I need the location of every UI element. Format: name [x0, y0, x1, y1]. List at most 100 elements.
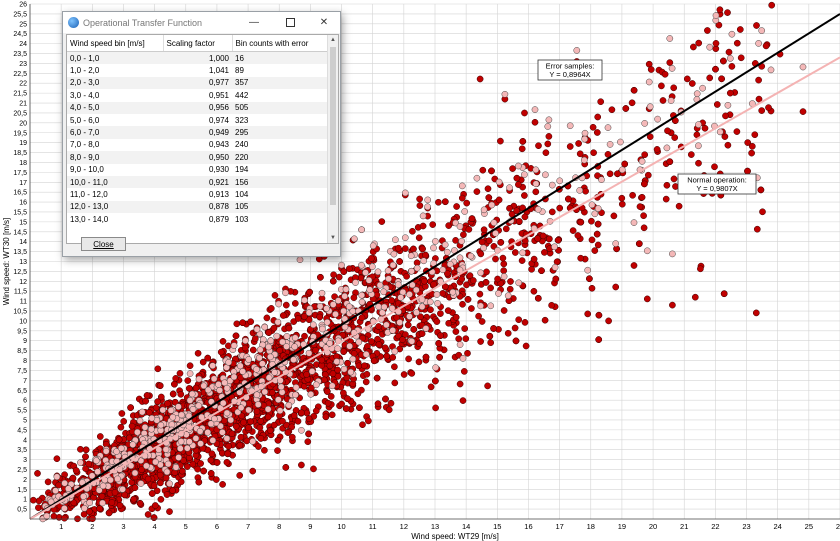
table-row[interactable]: 8,0 - 9,0 0,950 220	[67, 151, 329, 164]
data-point	[458, 237, 465, 245]
data-point	[638, 158, 646, 165]
data-point	[461, 208, 469, 215]
data-point	[539, 232, 547, 240]
data-point	[291, 343, 299, 351]
table-cell-bin: 4,0 - 5,0	[67, 101, 163, 114]
data-point	[456, 223, 464, 230]
data-point	[545, 235, 553, 243]
data-point	[183, 444, 191, 452]
table-row[interactable]: 7,0 - 8,0 0,943 240	[67, 138, 329, 152]
data-point	[666, 35, 674, 42]
data-point	[263, 314, 271, 322]
data-point	[464, 296, 472, 303]
data-point	[169, 390, 177, 398]
data-point	[77, 459, 84, 466]
data-point	[178, 411, 185, 419]
data-point	[728, 63, 736, 70]
data-point	[485, 194, 493, 201]
data-point	[748, 142, 756, 150]
data-point	[204, 429, 212, 436]
data-point	[163, 468, 171, 476]
data-point	[108, 499, 116, 506]
table-cell-count: 323	[232, 113, 329, 127]
table-row[interactable]: 2,0 - 3,0 0,977 357	[67, 76, 329, 90]
y-tick-label: 25,5	[13, 11, 27, 18]
data-point	[138, 408, 146, 416]
table-row[interactable]: 11,0 - 12,0 0,913 104	[67, 188, 329, 201]
data-point	[591, 247, 599, 254]
data-point	[753, 22, 760, 29]
data-point	[422, 251, 429, 259]
data-point	[500, 260, 508, 268]
data-point	[437, 332, 444, 339]
data-point	[186, 397, 194, 404]
data-point	[597, 98, 605, 106]
column-header-wind-speed-bin[interactable]: Wind speed bin [m/s]	[67, 35, 164, 52]
minimize-icon[interactable]: —	[249, 17, 259, 28]
table-row[interactable]: 5,0 - 6,0 0,974 323	[67, 113, 329, 127]
data-point	[35, 497, 43, 505]
data-point	[586, 275, 593, 283]
table-row[interactable]: 1,0 - 2,0 1,041 89	[67, 64, 329, 77]
data-point	[209, 437, 217, 444]
data-point	[628, 99, 636, 107]
data-point	[77, 445, 84, 453]
y-tick-label: 21,5	[13, 91, 27, 98]
table-row[interactable]: 12,0 - 13,0 0,878 105	[67, 200, 329, 214]
y-tick-label: 0,5	[17, 507, 27, 514]
data-point	[521, 319, 529, 326]
table-row[interactable]: 13,0 - 14,0 0,879 103	[67, 213, 329, 226]
y-tick-label: 16	[19, 200, 27, 207]
scroll-down-icon[interactable]: ▼	[330, 235, 336, 241]
table-row[interactable]: 4,0 - 5,0 0,956 505	[67, 101, 329, 114]
vertical-scrollbar[interactable]: ▲ ▼	[327, 35, 338, 243]
close-icon[interactable]: ✕	[319, 17, 329, 28]
data-point	[257, 417, 265, 425]
table-cell-bin: 13,0 - 14,0	[67, 213, 163, 226]
data-point	[733, 128, 741, 135]
data-point	[618, 194, 626, 202]
scrollbar-thumb[interactable]	[330, 47, 336, 205]
table-cell-count: 505	[232, 101, 329, 114]
dialog-titlebar[interactable]: Operational Transfer Function — ✕	[63, 12, 340, 33]
y-tick-label: 7,5	[17, 368, 27, 375]
close-button[interactable]: Close	[81, 237, 126, 251]
x-tick-label: 7	[246, 522, 250, 531]
data-point	[342, 405, 350, 412]
data-point	[239, 319, 246, 327]
table-row[interactable]: 6,0 - 7,0 0,949 295	[67, 126, 329, 139]
table-row[interactable]: 9,0 - 10,0 0,930 194	[67, 163, 329, 176]
data-point	[143, 392, 151, 399]
scroll-up-icon[interactable]: ▲	[330, 37, 336, 43]
data-point	[752, 309, 760, 317]
data-point	[715, 21, 723, 29]
data-point	[163, 491, 171, 498]
data-point	[275, 300, 282, 308]
data-point	[186, 362, 194, 370]
table-row[interactable]: 10,0 - 11,0 0,921 156	[67, 175, 329, 189]
data-point	[162, 446, 170, 453]
data-point	[175, 454, 182, 461]
data-point	[452, 313, 460, 321]
column-header-bin-counts[interactable]: Bin counts with error	[232, 35, 330, 52]
data-point	[446, 260, 454, 268]
data-point	[688, 80, 696, 87]
data-point	[219, 481, 226, 488]
y-tick-label: 12	[19, 279, 27, 286]
data-point	[334, 345, 341, 352]
data-point	[706, 74, 714, 82]
data-point	[29, 496, 37, 504]
table-cell-scaling: 0,921	[163, 175, 232, 189]
data-point	[129, 441, 137, 448]
column-header-scaling-factor[interactable]: Scaling factor	[163, 35, 233, 52]
data-point	[144, 511, 152, 518]
table-row[interactable]: 3,0 - 4,0 0,951 442	[67, 89, 329, 102]
data-point	[439, 266, 447, 274]
data-grid[interactable]: Wind speed bin [m/s] Scaling factor Bin …	[66, 34, 339, 244]
x-tick-label: 9	[308, 522, 312, 531]
data-point	[369, 242, 377, 250]
data-point	[186, 370, 194, 377]
maximize-icon[interactable]	[276, 12, 304, 33]
table-row[interactable]: 0,0 - 1,0 1,000 16	[67, 51, 329, 65]
data-point	[121, 491, 129, 499]
